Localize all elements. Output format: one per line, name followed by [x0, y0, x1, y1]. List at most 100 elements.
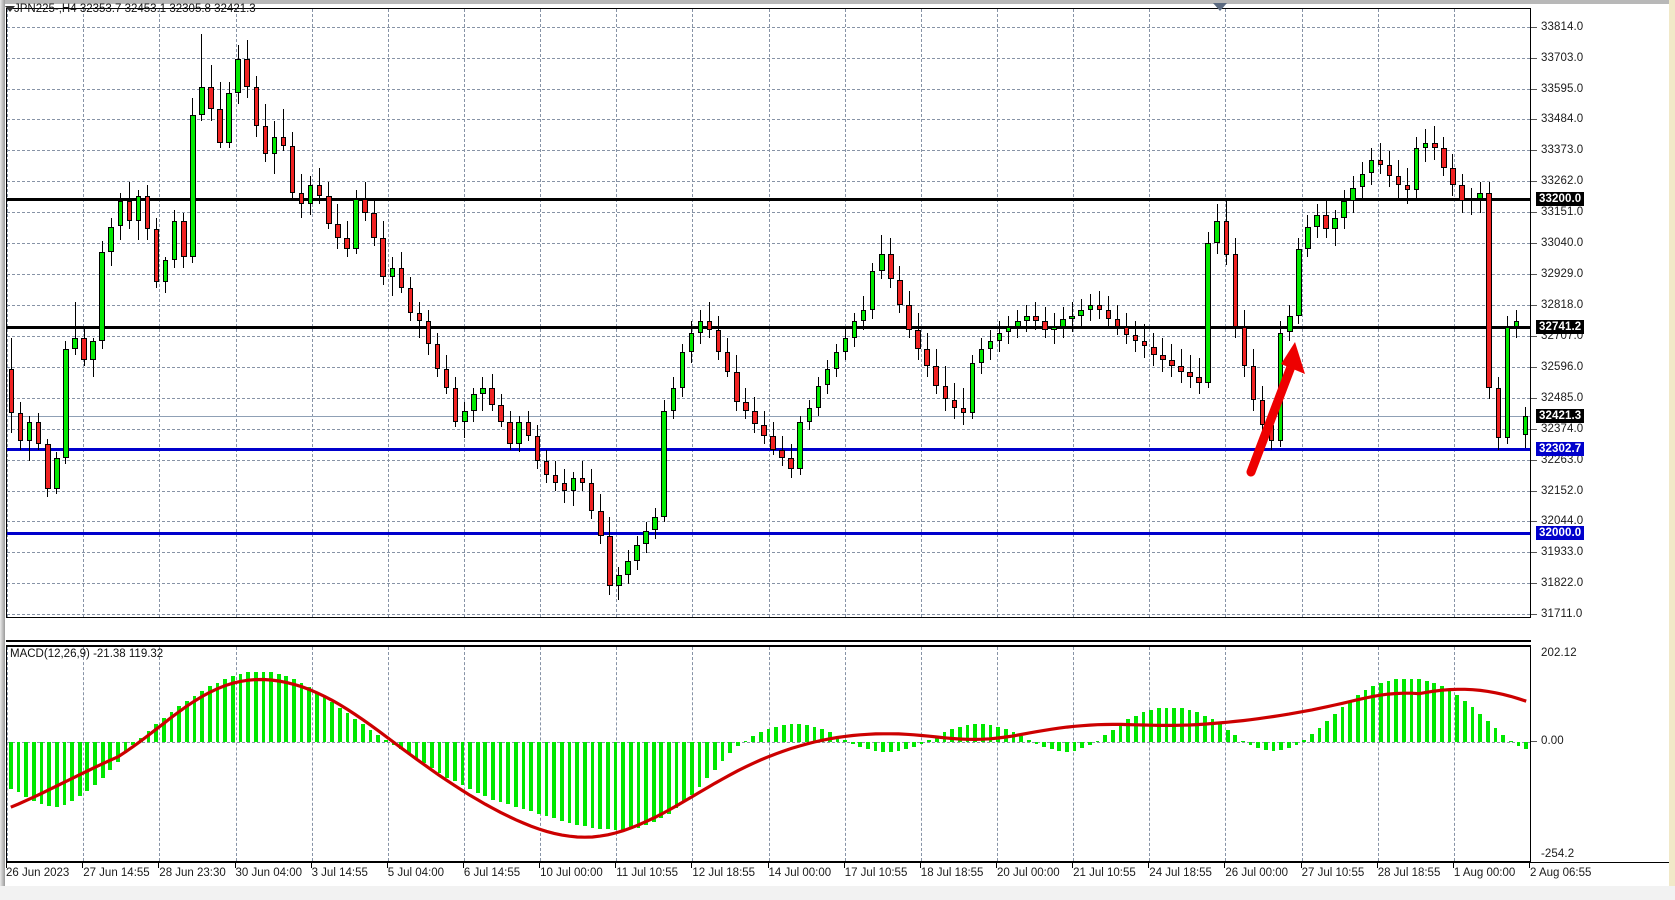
candle-wick [1035, 301, 1037, 330]
candle-bullish [1060, 318, 1066, 327]
candle-bullish [171, 221, 178, 260]
candle-bearish [425, 321, 432, 344]
price-axis[interactable]: 33814.0 33703.0 33595.0 33484.0 33373.0 33262… [1531, 8, 1669, 620]
candle-bearish [398, 268, 405, 288]
gridline-v [1377, 647, 1379, 861]
price-level-line[interactable] [7, 325, 1530, 329]
candle-bearish [715, 329, 722, 352]
price-level-line[interactable] [7, 415, 1530, 417]
candle-bearish [915, 329, 921, 350]
macd-histogram-bar [1310, 734, 1314, 743]
gridline-v [7, 647, 8, 861]
candle-bearish [489, 388, 495, 405]
macd-histogram-bar [1034, 742, 1039, 744]
macd-histogram-bar [1378, 683, 1383, 743]
marker-triangle-icon[interactable] [1213, 3, 1227, 11]
price-tick-label: 31711.0 [1541, 607, 1583, 620]
candle-bearish [1105, 310, 1112, 319]
time-tick [539, 863, 541, 868]
price-level-line[interactable] [7, 447, 1530, 451]
triangle-down-icon[interactable] [5, 6, 15, 12]
macd-histogram-bar [950, 728, 955, 743]
candle-bullish [1296, 248, 1302, 316]
candle-bearish [1432, 142, 1438, 149]
macd-histogram-bar [284, 676, 289, 743]
candle-bullish [1087, 304, 1094, 311]
candle-bearish [1196, 377, 1202, 383]
candle-bearish [1132, 335, 1139, 341]
gridline-v [7, 9, 8, 617]
macd-histogram-bar [207, 686, 212, 743]
macd-histogram-bar [1478, 713, 1483, 743]
gridline-v [159, 9, 161, 617]
macd-histogram-bar [108, 742, 113, 771]
candle-bullish [162, 260, 169, 283]
candle-bearish [924, 349, 930, 366]
macd-histogram-bar [498, 742, 503, 802]
time-tick [386, 863, 388, 868]
macd-histogram-bar [636, 742, 641, 828]
macd-histogram-bar [1332, 713, 1337, 743]
candle-bearish [588, 483, 595, 511]
macd-histogram-bar [743, 740, 748, 743]
macd-histogram-bar [322, 697, 327, 743]
symbol-header: JPN225-,H4 32353.7 32453.1 32305.8 32421… [14, 3, 256, 15]
time-axis-label: 21 Jul 10:55 [1073, 867, 1136, 879]
macd-histogram-bar [47, 742, 51, 806]
macd-histogram-bar [690, 742, 694, 795]
macd-histogram-bar [292, 679, 296, 743]
time-tick [691, 863, 693, 868]
price-level-line[interactable] [7, 532, 1530, 536]
macd-histogram-bar [820, 728, 824, 743]
macd-histogram-bar [154, 724, 159, 743]
macd-histogram-bar [1455, 695, 1460, 743]
price-level-line[interactable] [7, 197, 1530, 201]
macd-histogram-bar [766, 728, 771, 743]
axis-tick [1531, 583, 1537, 584]
candle-bullish [307, 184, 314, 205]
candle-bearish [1187, 371, 1193, 378]
price-tick-label: 33151.0 [1541, 206, 1584, 219]
macd-histogram-bar [361, 724, 365, 743]
candle-bullish [54, 458, 60, 489]
macd-histogram-bar [774, 726, 778, 743]
macd-indicator-pane[interactable] [6, 645, 1531, 862]
macd-histogram-bar [1394, 679, 1398, 743]
price-level-label[interactable]: 32741.2 [1536, 319, 1585, 334]
macd-histogram-bar [238, 673, 243, 743]
macd-axis[interactable]: 202.12 0.00 -254.2 [1531, 645, 1669, 862]
price-level-label[interactable]: 33200.0 [1536, 191, 1585, 206]
macd-histogram-bar [1065, 742, 1069, 752]
candle-bearish [1232, 254, 1239, 327]
time-tick [919, 863, 921, 868]
price-chart-pane[interactable] [6, 8, 1531, 618]
gridline-v [768, 9, 770, 617]
axis-tick [1531, 243, 1537, 245]
gridline-v [387, 647, 389, 861]
macd-histogram-bar [758, 732, 763, 743]
time-axis-label: 30 Jun 04:00 [235, 867, 303, 879]
macd-histogram-bar [1409, 678, 1414, 743]
gridline-v [235, 647, 237, 861]
price-tick-label: 33703.0 [1541, 52, 1584, 65]
macd-histogram-bar [659, 742, 664, 819]
candle-bullish [1015, 321, 1021, 327]
arrow-annotation[interactable] [1237, 334, 1307, 479]
gridline-v [83, 647, 85, 861]
macd-histogram-bar [751, 735, 756, 743]
macd-histogram-bar [437, 742, 442, 773]
candle-bearish [407, 287, 414, 313]
candle-bearish [253, 87, 260, 127]
price-level-label[interactable]: 32000.0 [1536, 526, 1585, 541]
price-level-label[interactable]: 32302.7 [1536, 441, 1585, 456]
candle-bearish [280, 137, 287, 146]
price-level-label[interactable]: 32421.3 [1536, 408, 1585, 423]
macd-histogram-bar [406, 742, 411, 754]
macd-histogram-bar [246, 672, 250, 743]
time-axis[interactable]: 26 Jun 2023 27 Jun 14:55 28 Jun 23:30 30 Ju… [6, 862, 1669, 886]
macd-histogram-bar [1386, 680, 1391, 743]
candle-bearish [607, 536, 613, 587]
time-axis-label: 26 Jun 2023 [6, 867, 70, 879]
macd-histogram-bar [62, 742, 67, 806]
candle-bearish [888, 254, 894, 280]
